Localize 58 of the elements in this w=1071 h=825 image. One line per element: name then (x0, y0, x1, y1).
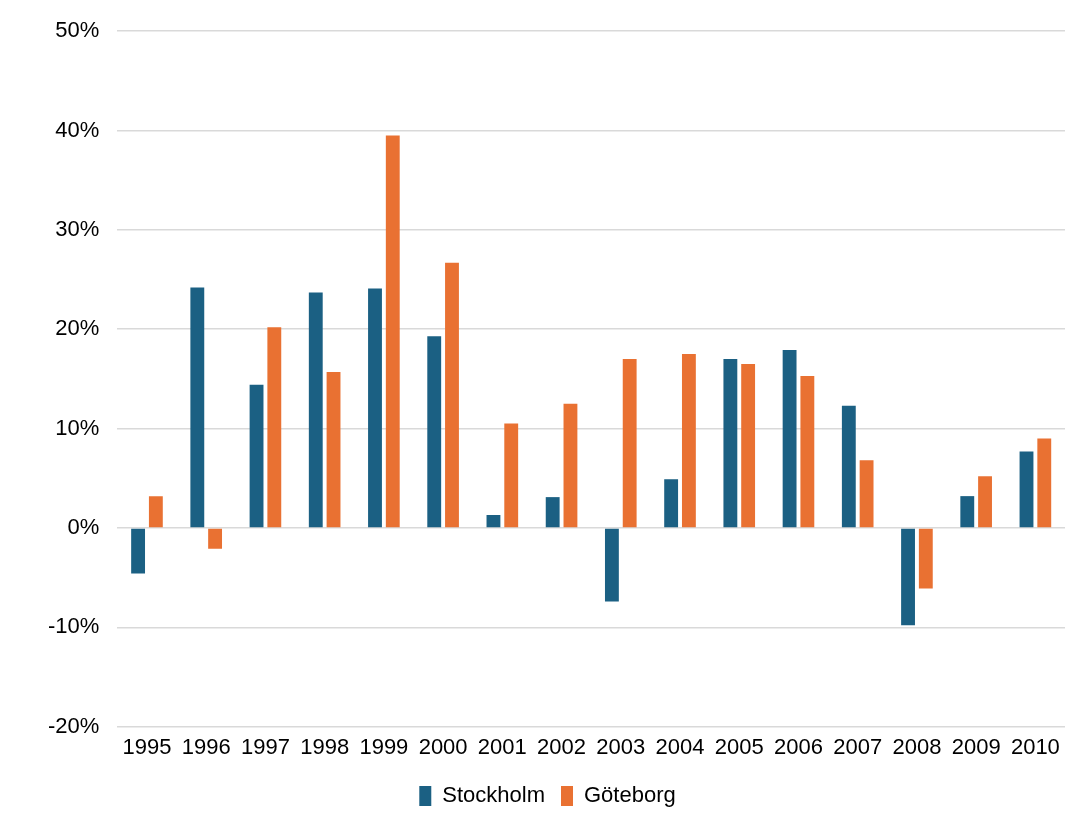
x-tick-label: 1996 (181, 733, 231, 759)
bar (782, 350, 797, 528)
x-tick-label: 2001 (477, 733, 527, 759)
bar (368, 288, 382, 528)
bar (978, 476, 992, 528)
bar (723, 359, 738, 528)
bar (681, 354, 696, 528)
bar (1037, 438, 1052, 528)
y-tick-label: -10% (48, 613, 100, 639)
x-tick-label: 2006 (774, 733, 823, 759)
x-tick-label: 2000 (418, 733, 468, 759)
y-tick-label: -20% (48, 712, 100, 738)
bar (504, 423, 519, 528)
bar (131, 528, 146, 574)
bar (563, 403, 578, 528)
bar (622, 359, 637, 528)
y-tick-label: 10% (55, 414, 100, 440)
bar (308, 292, 323, 528)
bar (960, 496, 975, 528)
bar (604, 528, 619, 602)
y-tick-label: 0% (67, 513, 100, 539)
bar (427, 336, 442, 528)
y-tick-label: 40% (55, 116, 100, 142)
y-tick-label: 20% (55, 315, 100, 341)
bar (545, 497, 560, 528)
x-tick-label: 1998 (300, 733, 350, 759)
x-tick-label: 1995 (122, 733, 172, 759)
y-tick-label: 30% (55, 215, 100, 241)
bar (190, 287, 205, 528)
bar (664, 479, 679, 528)
legend-label: Göteborg (583, 782, 676, 808)
x-tick-label: 2008 (892, 733, 942, 759)
bar (445, 262, 459, 528)
x-tick-label: 1997 (240, 733, 290, 759)
bar (859, 460, 874, 528)
bar (486, 515, 501, 528)
legend-label: Stockholm (442, 782, 545, 808)
x-tick-label: 2004 (655, 733, 705, 759)
bar (901, 528, 915, 626)
x-tick-label: 2009 (951, 733, 1001, 759)
bar (267, 327, 282, 528)
y-tick-label: 50% (55, 17, 100, 43)
bar (918, 528, 933, 589)
bar (741, 364, 756, 528)
bar (326, 371, 341, 528)
x-tick-label: 2003 (596, 733, 646, 759)
bar (249, 384, 264, 528)
bar (385, 135, 400, 528)
bar (208, 528, 223, 549)
x-tick-label: 2010 (1010, 733, 1060, 759)
x-tick-label: 1999 (359, 733, 409, 759)
x-tick-label: 2002 (537, 733, 587, 759)
bar (841, 405, 856, 528)
bar (148, 496, 163, 528)
bar (800, 375, 815, 528)
bar (1019, 451, 1034, 528)
x-tick-label: 2005 (714, 733, 764, 759)
x-tick-label: 2007 (833, 733, 883, 759)
